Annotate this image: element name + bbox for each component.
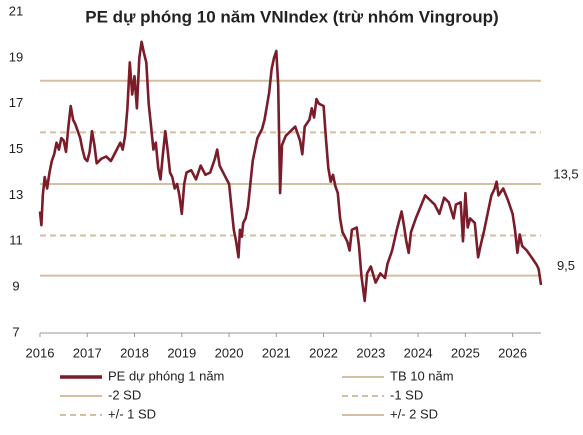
x-tick-label: 2022	[309, 345, 338, 360]
x-tick-label: 2026	[498, 345, 527, 360]
y-tick-label: 7	[12, 324, 19, 339]
pe-line	[38, 40, 543, 303]
y-tick-label: 9	[12, 279, 19, 294]
x-tick-label: 2025	[451, 345, 480, 360]
x-tick-label: 2016	[26, 345, 55, 360]
x-tick-label: 2023	[356, 345, 385, 360]
y-tick-label: 11	[9, 233, 23, 248]
y-tick-label: 13	[9, 187, 23, 202]
legend-label: +/- 1 SD	[108, 406, 156, 421]
x-tick-label: 2018	[120, 345, 149, 360]
y-tick-label: 15	[9, 141, 23, 156]
chart-title: PE dự phóng 10 năm VNIndex (trừ nhóm Vin…	[85, 7, 498, 26]
reference-label: 13,5	[553, 166, 578, 181]
x-tick-label: 2024	[404, 345, 433, 360]
x-tick-label: 2021	[262, 345, 291, 360]
legend-label: TB 10 năm	[390, 368, 454, 383]
y-tick-label: 21	[9, 3, 23, 18]
y-tick-label: 19	[9, 49, 23, 64]
reference-label: 9,5	[557, 258, 575, 273]
legend-label: -1 SD	[390, 387, 423, 402]
x-tick-label: 2019	[167, 345, 196, 360]
legend-label: PE dự phóng 1 năm	[108, 368, 224, 383]
legend-label: -2 SD	[108, 387, 141, 402]
y-tick-label: 17	[9, 95, 23, 110]
x-tick-label: 2017	[73, 345, 102, 360]
legend-label: +/- 2 SD	[390, 406, 438, 421]
x-tick-label: 2020	[215, 345, 244, 360]
